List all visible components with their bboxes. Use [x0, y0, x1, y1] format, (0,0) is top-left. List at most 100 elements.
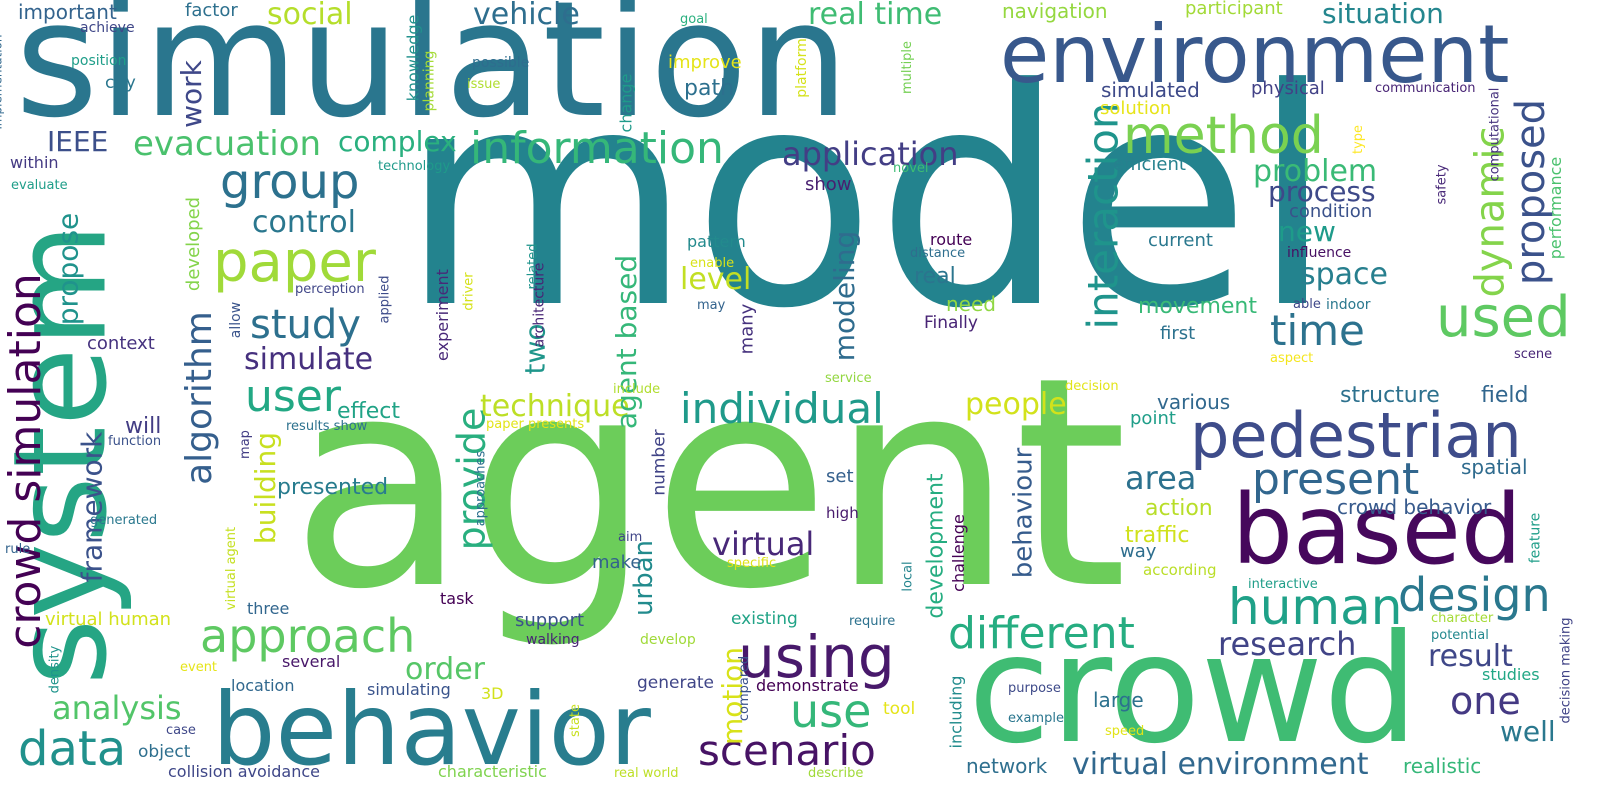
cloud-word: study: [250, 302, 361, 348]
cloud-word: different: [948, 608, 1135, 659]
cloud-word: technique: [480, 389, 630, 424]
cloud-word: Finally: [924, 313, 978, 333]
cloud-word: perception: [295, 282, 365, 297]
cloud-word: physical: [1251, 78, 1325, 99]
cloud-word: research: [1218, 625, 1357, 663]
cloud-word: specific: [727, 556, 777, 571]
cloud-word: context: [87, 333, 155, 354]
cloud-word: situation: [1322, 0, 1444, 30]
cloud-word: well: [1500, 715, 1556, 748]
cloud-word: new: [1278, 215, 1336, 248]
cloud-word: analysis: [52, 689, 182, 727]
cloud-word: approach: [200, 609, 416, 663]
cloud-word: order: [405, 652, 485, 687]
cloud-word: agent based: [610, 254, 644, 430]
cloud-word: include: [613, 382, 661, 397]
cloud-word: efficient: [1113, 154, 1186, 175]
cloud-word: condition: [1289, 201, 1373, 222]
cloud-word: design: [1398, 568, 1551, 622]
cloud-word: show: [805, 174, 852, 195]
cloud-word: data: [18, 721, 127, 777]
cloud-word: according: [1143, 561, 1217, 579]
cloud-word: effect: [337, 399, 400, 424]
cloud-word: multiple: [900, 40, 916, 95]
cloud-word: realistic: [1403, 754, 1482, 778]
cloud-word: service: [825, 371, 872, 386]
cloud-word: decision making: [1558, 617, 1574, 724]
cloud-word: real: [914, 264, 956, 289]
cloud-word: tool: [883, 699, 916, 719]
cloud-word: planning: [421, 50, 438, 112]
cloud-word: knowledge: [403, 14, 423, 102]
cloud-word: virtual environment: [1072, 747, 1369, 782]
cloud-word: point: [1130, 408, 1176, 429]
cloud-word: character: [1431, 611, 1494, 626]
cloud-word: performance: [1546, 156, 1566, 260]
cloud-word: many: [736, 303, 758, 355]
cloud-word: use: [790, 684, 872, 738]
cloud-word: information: [470, 123, 724, 174]
cloud-word: paper: [213, 230, 376, 295]
cloud-word: position: [71, 53, 127, 69]
cloud-word: approaches: [473, 450, 489, 527]
cloud-word: important: [18, 0, 117, 24]
cloud-word: crowd: [968, 603, 1419, 777]
cloud-word: enable: [690, 256, 735, 271]
cloud-word: simulation: [15, 0, 850, 153]
cloud-word: proposed: [1508, 98, 1555, 286]
cloud-word: agent: [290, 316, 1128, 653]
cloud-word: studies: [1482, 665, 1540, 684]
cloud-word: collision avoidance: [168, 762, 320, 781]
cloud-word: city: [105, 73, 136, 93]
cloud-word: state: [567, 704, 583, 737]
cloud-word: algorithm: [178, 311, 220, 485]
cloud-word: behavior: [212, 671, 651, 788]
cloud-word: density: [47, 645, 63, 694]
cloud-word: challenge: [948, 514, 968, 592]
cloud-word: based: [1232, 474, 1522, 586]
cloud-word: number: [649, 429, 670, 496]
cloud-word: interaction: [1078, 102, 1128, 330]
cloud-word: simulating: [367, 680, 451, 699]
cloud-word: various: [1157, 390, 1231, 414]
cloud-word: map: [237, 430, 253, 459]
cloud-word: application: [782, 135, 959, 173]
cloud-word: environment: [1000, 8, 1510, 101]
cloud-word: applied: [377, 275, 393, 324]
cloud-word: issue: [467, 77, 501, 92]
cloud-word: building: [249, 431, 283, 545]
cloud-word: 3D: [481, 684, 504, 703]
cloud-word: change: [616, 73, 636, 133]
cloud-word: speed: [1105, 724, 1145, 739]
cloud-word: event: [180, 660, 218, 675]
cloud-word: example: [1008, 711, 1064, 726]
cloud-word: real world: [614, 766, 679, 781]
cloud-word: paper presents: [486, 417, 585, 432]
cloud-word: crowd simulation: [0, 273, 51, 649]
cloud-word: movement: [1138, 294, 1257, 319]
cloud-word: evacuation: [133, 124, 322, 164]
cloud-word: time: [1270, 306, 1365, 355]
cloud-word: make: [592, 552, 642, 573]
cloud-word: local: [900, 561, 916, 592]
cloud-word: process: [1268, 175, 1376, 208]
cloud-word: action: [1145, 496, 1213, 521]
cloud-word: current: [1148, 230, 1213, 251]
cloud-word: virtual human: [45, 609, 172, 630]
cloud-word: present: [1252, 454, 1420, 505]
cloud-word: vehicle: [473, 0, 580, 32]
cloud-word: communication: [1375, 81, 1476, 96]
cloud-word: will: [125, 414, 162, 439]
cloud-word: work: [174, 60, 208, 128]
cloud-word: simulated: [1101, 78, 1200, 102]
cloud-word: crowd behavior: [1337, 495, 1492, 519]
cloud-word: aim: [618, 530, 643, 545]
cloud-word: possible: [472, 55, 530, 71]
cloud-word: IEEE: [47, 125, 109, 158]
cloud-word: platform: [793, 38, 810, 98]
cloud-word: safety: [1434, 164, 1450, 205]
cloud-word: rule: [5, 542, 31, 557]
cloud-word: one: [1450, 679, 1521, 723]
cloud-word: modeling: [828, 230, 862, 362]
